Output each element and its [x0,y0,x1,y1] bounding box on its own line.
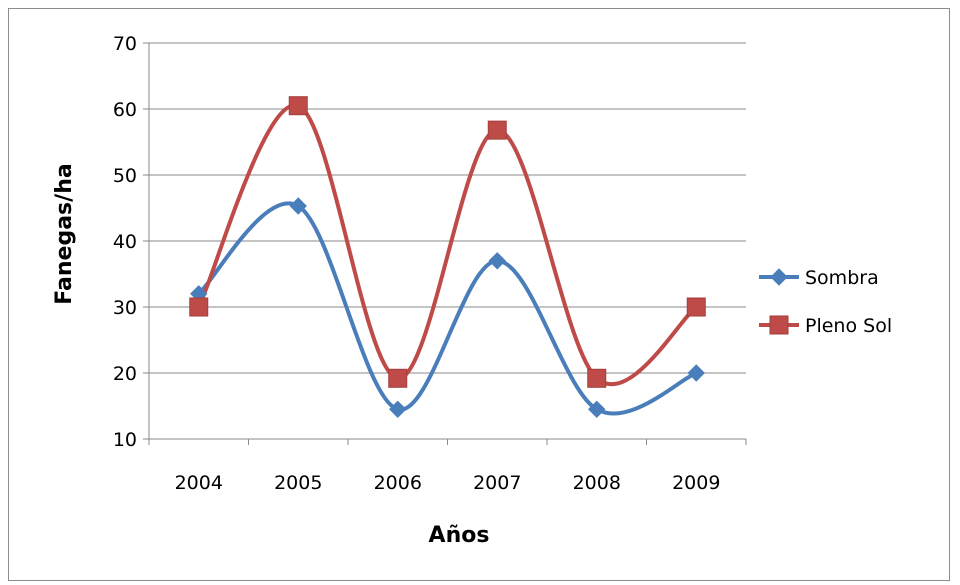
data-point-pleno-sol [388,368,408,388]
axes: 10 20 30 40 50 60 70 2004 2005 2006 2007 2008 2009 [113,33,747,494]
y-tick-label: 60 [113,99,137,121]
y-tick-label: 40 [113,231,137,253]
legend-marker-sombra [770,268,788,286]
y-tick-label: 70 [113,33,137,55]
data-point-sombra [687,364,705,382]
line-chart: 10 20 30 40 50 60 70 2004 2005 2006 2007 2008 2009 A… [52,33,892,548]
x-tick-label: 2004 [175,472,223,494]
gridlines [149,42,746,374]
data-point-pleno-sol [487,120,507,140]
legend: Sombra Pleno Sol [759,267,892,337]
data-point-sombra [289,197,307,215]
chart-frame: 10 20 30 40 50 60 70 2004 2005 2006 2007 2008 2009 A… [8,8,950,581]
data-point-pleno-sol [686,297,706,317]
x-tick-label: 2009 [672,472,720,494]
y-tick-label: 30 [113,297,137,319]
legend-label-pleno-sol: Pleno Sol [805,315,892,337]
legend-label-sombra: Sombra [805,267,879,289]
data-point-sombra [488,252,506,270]
data-point-pleno-sol [189,297,209,317]
x-tick-label: 2008 [573,472,621,494]
x-tick-label: 2005 [274,472,322,494]
y-tick-label: 10 [113,429,137,451]
x-tick-label: 2007 [473,472,521,494]
x-tick-label: 2006 [374,472,422,494]
y-tick-label: 20 [113,363,137,385]
data-point-pleno-sol [587,368,607,388]
x-axis-title: Años [429,523,490,548]
y-axis-title: Fanegas/ha [52,163,77,304]
y-tick-label: 50 [113,165,137,187]
legend-marker-pleno-sol [769,315,789,335]
data-point-sombra [389,400,407,419]
series-lines [196,103,699,416]
data-point-pleno-sol [288,96,308,116]
data-point-sombra [588,400,606,419]
series-markers [189,96,706,419]
